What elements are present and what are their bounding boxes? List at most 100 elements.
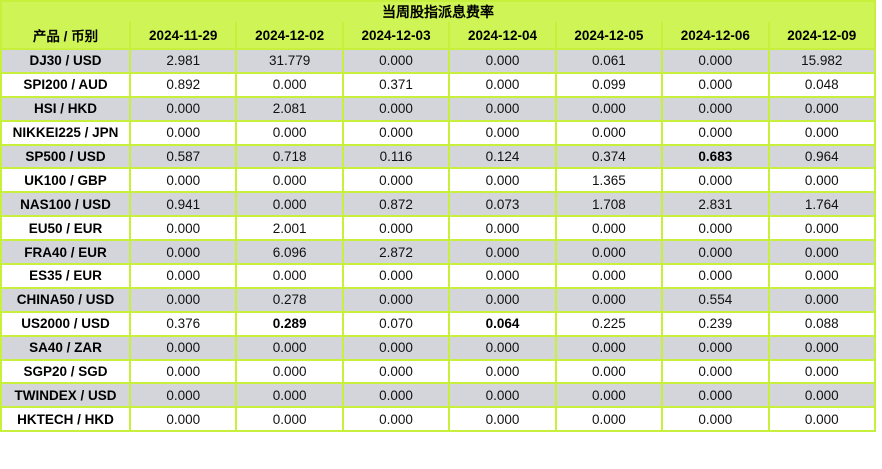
rate-cell: 0.000 bbox=[448, 286, 557, 313]
column-header-date: 2024-12-03 bbox=[341, 22, 451, 50]
table-row: HSI / HKD 0.000 2.081 0.000 0.000 0.000 0.000 0… bbox=[0, 95, 877, 122]
rate-cell: 1.365 bbox=[554, 167, 664, 194]
rate-cell: 0.278 bbox=[235, 286, 344, 313]
column-header-date: 2024-12-05 bbox=[554, 22, 664, 50]
rate-cell: 0.000 bbox=[341, 215, 451, 242]
rate-cell: 0.376 bbox=[128, 310, 238, 337]
rate-cell: 0.941 bbox=[128, 191, 238, 218]
rate-cell: 0.964 bbox=[767, 143, 877, 170]
rate-cell: 0.124 bbox=[448, 143, 557, 170]
rate-cell: 0.000 bbox=[448, 382, 557, 409]
table-title: 当周股指派息费率 bbox=[0, 0, 876, 22]
rate-cell: 0.000 bbox=[661, 263, 770, 289]
rate-cell: 0.000 bbox=[661, 119, 770, 146]
table-row: SPI200 / AUD 0.892 0.000 0.371 0.000 0.099 0.0… bbox=[0, 71, 877, 98]
header-row: 产品 / 币别 2024-11-29 2024-12-02 2024-12-03 202… bbox=[0, 22, 877, 50]
product-cell: FRA40 / EUR bbox=[0, 239, 131, 266]
rate-cell: 0.000 bbox=[661, 95, 770, 122]
rate-cell: 0.000 bbox=[128, 334, 238, 361]
rate-cell: 0.000 bbox=[448, 48, 557, 74]
title-row: 当周股指派息费率 bbox=[0, 0, 876, 22]
rate-cell: 0.000 bbox=[128, 263, 238, 289]
rate-cell: 0.000 bbox=[767, 215, 877, 242]
product-cell: DJ30 / USD bbox=[0, 48, 131, 74]
rate-cell: 0.000 bbox=[554, 215, 664, 242]
rate-cell: 0.718 bbox=[235, 143, 344, 170]
rate-cell: 2.831 bbox=[661, 191, 770, 218]
rate-cell: 0.000 bbox=[128, 286, 238, 313]
table-row: EU50 / EUR 0.000 2.001 0.000 0.000 0.000 0.000… bbox=[0, 215, 877, 242]
rate-cell: 0.000 bbox=[235, 71, 344, 98]
rate-cell: 0.000 bbox=[554, 334, 664, 361]
rate-cell: 0.872 bbox=[341, 191, 451, 218]
rate-cell: 0.000 bbox=[235, 382, 344, 409]
rate-cell: 1.708 bbox=[554, 191, 664, 218]
table-row: HKTECH / HKD 0.000 0.000 0.000 0.000 0.000 0.0… bbox=[0, 406, 877, 433]
rate-cell: 0.000 bbox=[661, 215, 770, 242]
product-cell: SP500 / USD bbox=[0, 143, 131, 170]
rate-cell: 0.000 bbox=[448, 358, 557, 385]
rate-cell: 0.000 bbox=[448, 119, 557, 146]
product-cell: US2000 / USD bbox=[0, 310, 131, 337]
rate-cell: 0.000 bbox=[341, 48, 451, 74]
product-cell: HSI / HKD bbox=[0, 95, 131, 122]
rate-cell: 0.000 bbox=[661, 382, 770, 409]
rate-cell: 0.000 bbox=[448, 406, 557, 433]
rate-cell: 0.000 bbox=[554, 95, 664, 122]
rate-cell: 0.000 bbox=[235, 119, 344, 146]
rate-cell: 0.000 bbox=[661, 167, 770, 194]
rate-cell: 0.000 bbox=[767, 358, 877, 385]
rate-cell: 0.000 bbox=[341, 167, 451, 194]
rate-cell: 0.000 bbox=[767, 239, 877, 266]
rate-cell: 2.872 bbox=[341, 239, 451, 266]
rate-cell: 2.001 bbox=[235, 215, 344, 242]
product-cell: ES35 / EUR bbox=[0, 263, 131, 289]
product-cell: SPI200 / AUD bbox=[0, 71, 131, 98]
rate-cell: 0.000 bbox=[767, 382, 877, 409]
rate-cell: 0.000 bbox=[341, 334, 451, 361]
rate-cell: 0.000 bbox=[341, 358, 451, 385]
rate-cell: 0.000 bbox=[767, 119, 877, 146]
rate-cell: 0.088 bbox=[767, 310, 877, 337]
rate-cell: 0.000 bbox=[341, 382, 451, 409]
rate-cell: 0.000 bbox=[661, 239, 770, 266]
product-cell: NAS100 / USD bbox=[0, 191, 131, 218]
column-header-date: 2024-11-29 bbox=[128, 22, 238, 50]
rate-cell: 0.064 bbox=[448, 310, 557, 337]
rate-cell: 0.000 bbox=[128, 358, 238, 385]
column-header-date: 2024-12-09 bbox=[767, 22, 877, 50]
rate-cell: 0.000 bbox=[448, 95, 557, 122]
product-cell: TWINDEX / USD bbox=[0, 382, 131, 409]
table-row: CHINA50 / USD 0.000 0.278 0.000 0.000 0.000 0.… bbox=[0, 286, 877, 313]
rate-cell: 0.000 bbox=[235, 406, 344, 433]
rate-cell: 0.000 bbox=[767, 263, 877, 289]
rate-cell: 0.683 bbox=[661, 143, 770, 170]
rate-cell: 0.000 bbox=[448, 239, 557, 266]
rate-cell: 0.000 bbox=[235, 167, 344, 194]
rate-cell: 0.000 bbox=[554, 119, 664, 146]
rate-cell: 0.000 bbox=[341, 95, 451, 122]
rate-cell: 0.000 bbox=[554, 286, 664, 313]
rate-cell: 0.000 bbox=[554, 406, 664, 433]
rate-cell: 2.081 bbox=[235, 95, 344, 122]
rate-cell: 0.554 bbox=[661, 286, 770, 313]
rate-cell: 0.048 bbox=[767, 71, 877, 98]
rate-cell: 0.000 bbox=[235, 263, 344, 289]
rate-cell: 0.000 bbox=[235, 334, 344, 361]
table-row: SP500 / USD 0.587 0.718 0.116 0.124 0.374 0.68… bbox=[0, 143, 877, 170]
table-row: US2000 / USD 0.376 0.289 0.070 0.064 0.225 0.2… bbox=[0, 310, 877, 337]
rate-cell: 0.000 bbox=[554, 358, 664, 385]
rate-cell: 0.000 bbox=[661, 406, 770, 433]
table-row: UK100 / GBP 0.000 0.000 0.000 0.000 1.365 0.00… bbox=[0, 167, 877, 194]
rate-cell: 0.000 bbox=[128, 239, 238, 266]
rate-cell: 0.000 bbox=[554, 263, 664, 289]
table-row: NAS100 / USD 0.941 0.000 0.872 0.073 1.708 2.8… bbox=[0, 191, 877, 218]
rate-cell: 0.000 bbox=[235, 358, 344, 385]
rate-cell: 0.000 bbox=[554, 239, 664, 266]
rate-cell: 1.764 bbox=[767, 191, 877, 218]
rate-cell: 0.000 bbox=[661, 334, 770, 361]
rate-cell: 0.116 bbox=[341, 143, 451, 170]
table-row: DJ30 / USD 2.981 31.779 0.000 0.000 0.061 0.00… bbox=[0, 48, 877, 74]
column-header-product: 产品 / 币别 bbox=[0, 22, 131, 50]
rate-cell: 0.000 bbox=[661, 71, 770, 98]
